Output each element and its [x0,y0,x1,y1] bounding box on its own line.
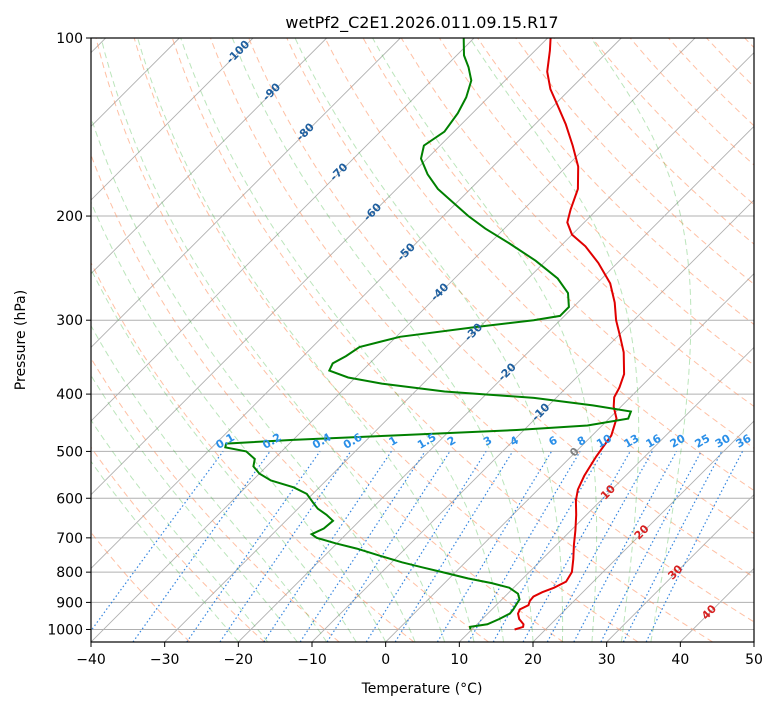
y-tick-label: 700 [56,531,83,547]
dry-adiabat-line [91,261,415,642]
moist-adiabat-line [91,374,298,642]
y-tick-label: 600 [56,491,83,507]
dry-adiabat-line [248,38,754,578]
isotherm-line [91,38,696,642]
x-tick-label: 50 [745,652,763,668]
x-tick-label: −30 [150,652,180,668]
dry-adiabat-line [133,38,639,642]
moist-adiabat-line [180,38,504,642]
x-tick-label: 0 [381,652,390,668]
temperature-profile [514,38,626,631]
moist-adiabat-line [100,38,446,642]
moist-adiabat-line [91,460,239,642]
isotherm-line [385,273,754,642]
dry-adiabat-line [400,38,754,408]
background-lines [91,38,754,642]
isotherm-line [91,38,254,201]
plot-frame [90,37,755,643]
y-tick-label: 1000 [47,622,83,638]
isotherm-line [91,38,401,348]
x-tick-label: −20 [224,652,254,668]
mixing-ratio-line [326,451,451,642]
mixing-ratio-line [546,451,653,642]
y-tick-label: 500 [56,444,83,460]
mixing-ratio-line [394,451,514,642]
y-tick-label: 300 [56,313,83,329]
y-tick-label: 900 [56,595,83,611]
dewpoint-profile [224,38,633,630]
isotherm-line [459,346,754,642]
dry-adiabat-line [324,38,754,492]
dry-adiabat-line [91,446,265,642]
isotherm-line [606,494,754,642]
moist-adiabat-line [91,268,357,642]
moist-adiabat-line [91,201,387,642]
y-tick-label: 100 [56,31,83,47]
dry-adiabat-line [515,38,754,285]
x-tick-label: −10 [297,652,327,668]
isotherm-line [532,420,754,642]
mixing-ratio-line [186,451,321,642]
x-axis: −40 −30 −20 −10 0 10 20 30 40 50 [76,642,763,668]
dry-adiabat-line [171,38,713,642]
mixing-ratio-line [622,451,723,642]
mixing-ratio-line [573,451,678,642]
moist-adiabat-line [590,38,692,642]
isotherm-line [91,38,548,496]
moist-adiabat-line [91,419,269,642]
mixing-ratio-line [263,451,392,642]
mixing-ratio-line [219,451,352,642]
y-tick-label: 400 [56,387,83,403]
mixing-ratio-line [91,451,224,632]
sounding-profiles [224,38,633,631]
dry-adiabat-line [477,38,754,326]
dry-adiabat-line [362,38,754,449]
moist-adiabat-line [91,115,416,642]
x-axis-label: Temperature (°C) [361,681,483,697]
moist-adiabat-line [372,38,598,642]
chart-title: wetPf2_C2E1.2026.011.09.15.R17 [285,13,558,33]
dry-adiabat-line [629,38,754,166]
y-axis-label: Pressure (hPa) [13,290,29,390]
mixing-ratio-line [299,451,426,642]
isotherm-line [91,38,475,422]
x-tick-label: 40 [671,652,689,668]
dry-adiabat-line [210,38,754,623]
dry-adiabat-line [95,38,564,642]
x-tick-label: −40 [76,652,106,668]
y-axis: 100 200 300 400 500 600 700 800 900 1000 [47,31,91,638]
mixing-ratio-line [132,451,271,642]
isotherm-line [164,52,754,642]
dry-adiabat-line [591,38,754,206]
mixing-ratio-line [522,451,631,642]
moist-adiabat-line [294,38,564,642]
y-tick-label: 200 [56,209,83,225]
x-tick-label: 10 [450,652,468,668]
y-tick-label: 800 [56,565,83,581]
grid-layer [91,38,754,630]
mixing-ratio-line [645,451,744,642]
x-tick-label: 30 [598,652,616,668]
moist-adiabat-line [469,38,640,642]
x-tick-label: 20 [524,652,542,668]
moist-adiabat-line [91,324,328,642]
isotherm-line [238,125,754,642]
isotherm-line [91,38,327,275]
isotherm-line [91,38,622,569]
